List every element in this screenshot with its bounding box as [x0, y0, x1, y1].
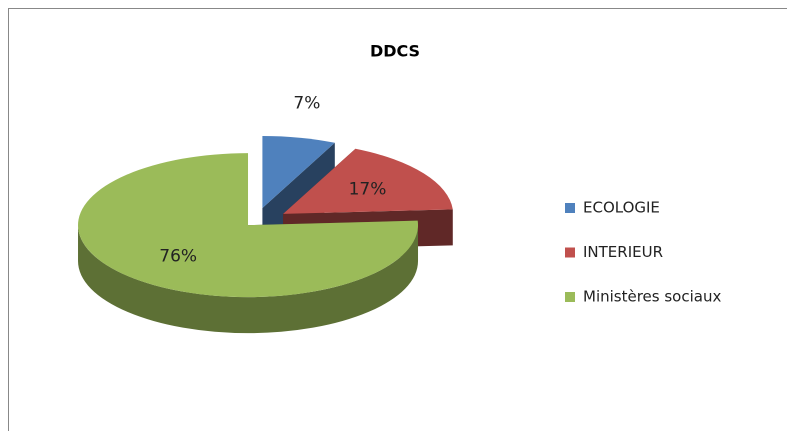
- legend-swatch: [565, 203, 575, 213]
- legend-label: ECOLOGIE: [583, 199, 660, 217]
- slice-side: [78, 225, 419, 334]
- slice: [283, 148, 453, 214]
- data-label: 76%: [159, 247, 197, 267]
- slice-edge: [262, 142, 335, 244]
- legend-swatch: [565, 247, 575, 258]
- data-label: 7%: [293, 94, 320, 114]
- legend-swatch: [565, 292, 575, 302]
- slice: [262, 135, 335, 208]
- legend-label: INTERIEUR: [583, 243, 663, 261]
- data-label: 17%: [349, 180, 387, 200]
- chart-title: DDCS: [370, 42, 420, 61]
- slice-tops: [78, 135, 453, 298]
- legend-label: Ministères sociaux: [583, 288, 721, 306]
- slice: [78, 153, 419, 298]
